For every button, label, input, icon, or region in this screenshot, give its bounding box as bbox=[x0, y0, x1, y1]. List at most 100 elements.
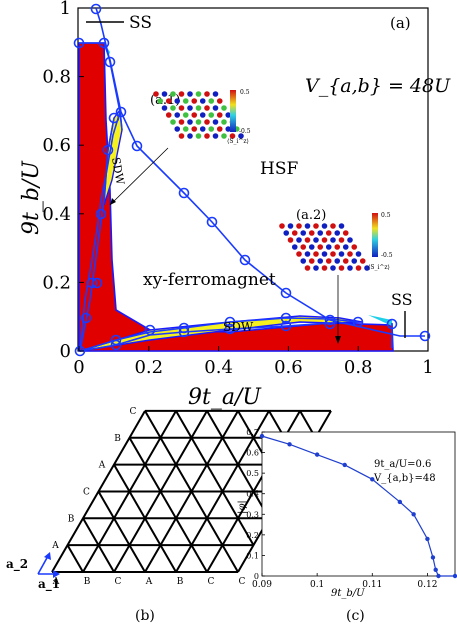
panel-c-xlabel: 9t_b/U bbox=[331, 588, 365, 599]
spin-site bbox=[347, 237, 353, 243]
data-markers bbox=[73, 3, 431, 357]
spin-site bbox=[364, 265, 370, 271]
data-point bbox=[430, 555, 436, 560]
spin-site bbox=[338, 223, 345, 229]
site-label-left: C bbox=[130, 407, 137, 417]
marker bbox=[178, 326, 190, 338]
x-tick-label: 0.12 bbox=[417, 580, 437, 590]
spin-site bbox=[347, 251, 353, 257]
spin-site bbox=[287, 223, 294, 229]
spin-site bbox=[208, 126, 215, 132]
spin-site bbox=[325, 258, 332, 264]
spin-site bbox=[296, 223, 302, 229]
spin-site bbox=[304, 237, 311, 243]
inset-a2-cbmin: -0.5 bbox=[381, 252, 393, 259]
y-tick-label: 0.5 bbox=[246, 469, 259, 478]
marker bbox=[280, 312, 292, 324]
lattice-bond bbox=[113, 464, 177, 573]
x-tick-label: 0.09 bbox=[252, 580, 272, 590]
spin-site bbox=[330, 237, 336, 243]
spin-site bbox=[330, 223, 336, 229]
site-label-left: B bbox=[114, 434, 121, 444]
spin-site bbox=[195, 119, 202, 125]
spin-site bbox=[317, 258, 324, 264]
spin-site bbox=[161, 105, 168, 111]
marker bbox=[115, 106, 127, 118]
spin-site bbox=[334, 258, 341, 264]
panel-c-annotation-2: V_{a,b}=48 bbox=[373, 473, 436, 484]
marker bbox=[224, 323, 236, 335]
x-tick-label: 0.2 bbox=[134, 357, 163, 378]
sdw-bottom-label: SDW bbox=[223, 320, 254, 334]
data-point bbox=[370, 477, 375, 482]
x-tick-label: 0.8 bbox=[344, 357, 373, 378]
plot-frame-a bbox=[77, 7, 429, 352]
data-point bbox=[259, 433, 265, 439]
spin-site bbox=[296, 251, 302, 257]
a1-arrowhead bbox=[53, 570, 60, 578]
plot-frame-c bbox=[261, 431, 456, 577]
spin-site bbox=[187, 119, 193, 125]
panel-b-label: (b) bbox=[135, 608, 155, 624]
x-tick-label: 0.6 bbox=[274, 357, 303, 378]
panel-a-label: (a) bbox=[390, 14, 411, 32]
lattice-bond bbox=[206, 410, 270, 519]
spin-site bbox=[212, 105, 219, 111]
site-label-left: A bbox=[51, 541, 59, 551]
panel-c-ylabel: |φ| bbox=[237, 500, 248, 514]
y-tick-label: 0.2 bbox=[42, 272, 71, 293]
lattice-bond bbox=[128, 437, 208, 573]
spin-site bbox=[204, 105, 210, 111]
spin-site bbox=[321, 251, 328, 257]
data-point bbox=[287, 442, 292, 447]
data-point bbox=[342, 462, 347, 468]
x-tick-label: 0.4 bbox=[204, 357, 233, 378]
marker bbox=[90, 3, 102, 15]
inset-a1-arrowhead bbox=[110, 198, 116, 205]
site-label-bottom: B bbox=[84, 577, 91, 587]
panel-a-ylabel: 9t_b/U bbox=[19, 160, 44, 235]
panel-c: 0.09 0.1 0.11 0.12 0 0.1 0.2 0.3 0.4 0.5 0.6 0.7 9t… bbox=[237, 428, 457, 624]
inset-a2-colorbar bbox=[372, 213, 378, 257]
inset-a2-cbmax: 0.5 bbox=[381, 212, 391, 219]
y-tick-label: 1 bbox=[60, 0, 71, 19]
spin-site bbox=[334, 244, 341, 250]
y-tick-label: 0.2 bbox=[246, 531, 259, 540]
spin-site bbox=[334, 230, 341, 236]
spin-site bbox=[325, 244, 332, 250]
marker bbox=[108, 112, 120, 124]
marker bbox=[206, 216, 218, 228]
spin-site bbox=[313, 223, 319, 229]
spin-site bbox=[204, 133, 210, 139]
lattice-site-labels: C B A C B A A B C A B C C bbox=[51, 407, 245, 587]
marker bbox=[131, 140, 143, 152]
lattice-bond bbox=[97, 490, 146, 573]
spin-site bbox=[342, 258, 349, 264]
site-label-left: A bbox=[98, 461, 106, 471]
ss-legend-label: SS bbox=[129, 13, 152, 33]
site-label-bottom: B bbox=[177, 577, 184, 587]
spin-site bbox=[221, 105, 227, 111]
spin-site bbox=[313, 237, 319, 243]
spin-site bbox=[216, 98, 223, 104]
spin-site bbox=[351, 244, 358, 250]
y-tick-label: 0.4 bbox=[42, 204, 71, 225]
spin-site bbox=[199, 126, 206, 132]
spin-site bbox=[187, 105, 193, 111]
spin-site bbox=[153, 91, 159, 97]
spin-site bbox=[308, 244, 315, 250]
spin-site bbox=[321, 265, 328, 271]
data-point bbox=[397, 499, 403, 505]
spin-site bbox=[195, 91, 202, 97]
marker bbox=[91, 277, 103, 289]
panel-c-annotation-1: 9t_a/U=0.6 bbox=[374, 459, 431, 470]
spin-site bbox=[195, 105, 202, 111]
marker bbox=[74, 345, 86, 357]
marker bbox=[352, 316, 364, 328]
data-point bbox=[452, 573, 457, 579]
spin-site bbox=[338, 265, 345, 271]
spin-site bbox=[174, 126, 181, 132]
inset-a2-lattice bbox=[279, 223, 370, 271]
inset-a1: (a.1) 0.5 -0.5 ⟨S_i^z⟩ bbox=[109, 89, 251, 206]
marker bbox=[144, 324, 156, 336]
